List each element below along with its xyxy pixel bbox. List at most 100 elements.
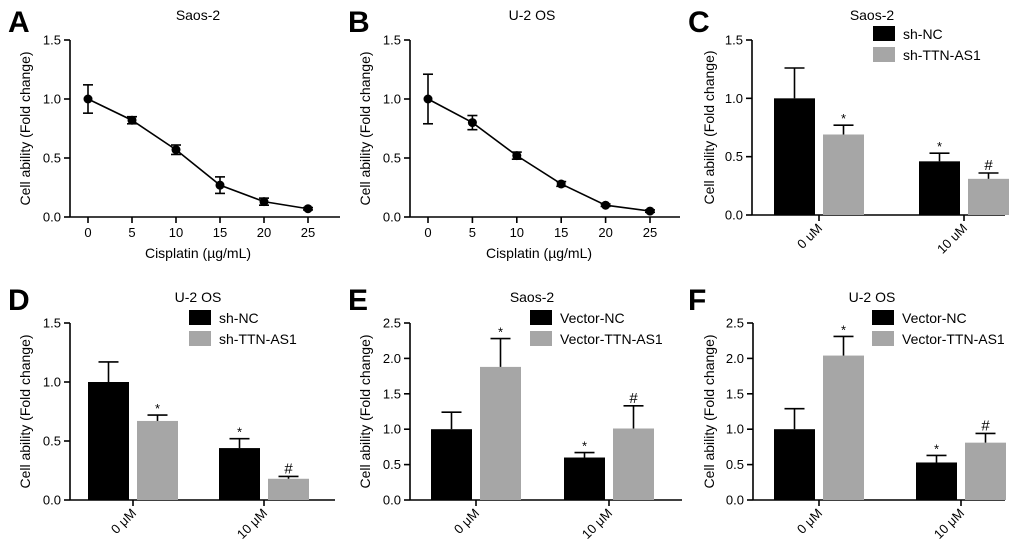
bar-sh-nc xyxy=(88,382,129,500)
legend-swatch xyxy=(872,310,894,325)
y-axis-label: Cell ability (Fold change) xyxy=(701,334,717,488)
panel-a: A Saos-2 0.0 0.5 1.0 1.5 Cell ability (Fold ch… xyxy=(8,6,340,261)
chart-title: U-2 OS xyxy=(175,289,222,305)
bar-vector-nc xyxy=(916,462,957,500)
y-tick-label: 0.5 xyxy=(726,457,744,472)
x-tick-label: 10 xyxy=(510,225,524,240)
y-tick-label: 0.5 xyxy=(725,149,743,164)
y-tick-label: 0.0 xyxy=(725,208,743,223)
y-tick-label: 0.5 xyxy=(383,457,401,472)
data-point xyxy=(171,145,181,155)
x-tick-label: 0 μM xyxy=(451,506,482,537)
panel-letter: F xyxy=(688,284,706,317)
x-tick-label: 0 uM xyxy=(794,221,825,252)
legend-label: Vector-NC xyxy=(902,310,967,326)
panel-c: C Saos-2 0.0 0.5 1.0 1.5 Cell ability (Fold ch… xyxy=(688,6,1009,257)
panel-letter: B xyxy=(348,6,370,39)
y-tick-label: 1.0 xyxy=(383,422,401,437)
chart-title: Saos-2 xyxy=(176,7,221,23)
x-axis-label: Cisplatin (µg/mL) xyxy=(486,245,592,261)
y-axis-label: Cell ability (Fold change) xyxy=(17,334,33,488)
legend-label: Vector-TTN-AS1 xyxy=(902,331,1005,347)
panel-b: B U-2 OS 0.0 0.5 1.0 1.5 Cell ability (Fold ch… xyxy=(348,6,680,261)
x-tick-label: 15 xyxy=(213,225,227,240)
legend-swatch xyxy=(873,26,895,41)
y-tick-label: 0.0 xyxy=(43,210,61,225)
y-tick-label: 0.5 xyxy=(383,151,401,166)
x-tick-label: 10 xyxy=(169,225,183,240)
x-tick-label: 10 uM xyxy=(934,221,970,257)
legend-label: sh-NC xyxy=(219,310,259,326)
panel-letter: C xyxy=(688,6,710,39)
legend-label: Vector-NC xyxy=(560,310,625,326)
y-tick-label: 1.0 xyxy=(383,92,401,107)
significance-hash: # xyxy=(984,157,993,174)
significance-star: * xyxy=(841,111,846,126)
y-axis-label: Cell ability (Fold change) xyxy=(357,334,373,488)
legend-swatch xyxy=(873,47,895,62)
series-line xyxy=(427,98,651,212)
x-tick-label: 0 xyxy=(84,225,91,240)
y-tick-label: 0.0 xyxy=(43,493,61,508)
bar-sh-nc xyxy=(774,98,815,215)
x-tick-label: 0 μM xyxy=(794,506,825,537)
legend-label: sh-TTN-AS1 xyxy=(219,331,297,347)
y-tick-label: 1.0 xyxy=(43,92,61,107)
data-point xyxy=(423,94,433,104)
legend-swatch xyxy=(530,331,552,346)
data-point xyxy=(83,94,93,104)
panel-e: E Saos-2 0.0 0.5 1.0 1.5 2.0 2.5 Cell ability (F… xyxy=(348,284,682,542)
x-tick-label: 25 xyxy=(301,225,315,240)
data-point xyxy=(645,206,655,216)
x-tick-label: 20 xyxy=(257,225,271,240)
bar-sh-nc xyxy=(919,161,960,215)
series-line xyxy=(87,98,309,210)
chart-title: U-2 OS xyxy=(849,289,896,305)
x-axis-label: Cisplatin (µg/mL) xyxy=(145,245,251,261)
x-tick-label: 10 μM xyxy=(234,506,270,542)
data-point xyxy=(127,115,137,125)
y-tick-label: 2.5 xyxy=(726,316,744,331)
data-point xyxy=(467,118,477,128)
y-tick-label: 1.5 xyxy=(43,33,61,48)
bar-sh-ttn-as1 xyxy=(823,134,864,215)
y-tick-label: 1.5 xyxy=(383,386,401,401)
legend-swatch xyxy=(189,310,211,325)
y-tick-label: 2.0 xyxy=(383,351,401,366)
y-axis-label: Cell ability (Fold change) xyxy=(357,51,373,205)
bar-sh-ttn-as1 xyxy=(268,478,309,500)
panel-letter: D xyxy=(8,284,30,317)
data-point xyxy=(215,180,225,190)
significance-hash: # xyxy=(284,460,293,477)
y-tick-label: 1.5 xyxy=(726,386,744,401)
y-axis-label: Cell ability (Fold change) xyxy=(701,50,717,204)
y-tick-label: 1.5 xyxy=(725,33,743,48)
x-tick-label: 20 xyxy=(598,225,612,240)
significance-star: * xyxy=(841,322,846,337)
bar-vector-ttn-as1 xyxy=(480,366,521,500)
panel-letter: E xyxy=(348,284,368,317)
legend-swatch xyxy=(530,310,552,325)
panel-f: F U-2 OS 0.0 0.5 1.0 1.5 2.0 2.5 Cell ability (F… xyxy=(688,284,1006,542)
x-tick-label: 5 xyxy=(469,225,476,240)
legend-label: sh-NC xyxy=(903,26,943,42)
bar-sh-ttn-as1 xyxy=(137,420,178,500)
y-tick-label: 2.5 xyxy=(383,316,401,331)
data-point xyxy=(259,197,269,207)
bar-sh-nc xyxy=(219,448,260,500)
y-tick-label: 1.0 xyxy=(725,91,743,106)
bar-vector-nc xyxy=(564,457,605,500)
x-tick-label: 15 xyxy=(554,225,568,240)
x-tick-label: 10 μM xyxy=(931,506,967,542)
x-tick-label: 0 xyxy=(424,225,431,240)
legend-label: Vector-TTN-AS1 xyxy=(560,331,663,347)
bar-vector-ttn-as1 xyxy=(823,355,864,500)
y-axis-label: Cell ability (Fold change) xyxy=(17,51,33,205)
legend-swatch xyxy=(189,331,211,346)
chart-title: Saos-2 xyxy=(850,7,895,23)
data-point xyxy=(303,204,313,214)
y-tick-label: 0.0 xyxy=(383,493,401,508)
significance-star: * xyxy=(937,139,942,154)
chart-title: U-2 OS xyxy=(509,7,556,23)
data-point xyxy=(556,179,566,189)
